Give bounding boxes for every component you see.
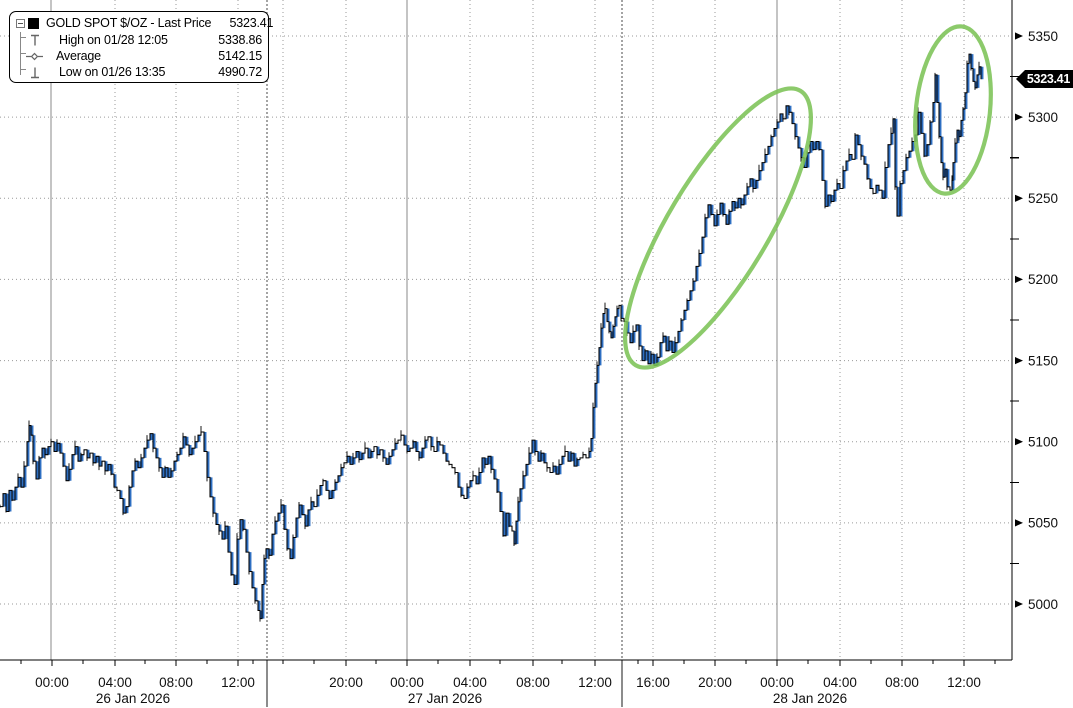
x-axis-label: 16:00 xyxy=(636,675,670,690)
y-tick-arrow-icon xyxy=(1015,438,1023,446)
date-label: 26 Jan 2026 xyxy=(96,691,170,706)
y-tick-arrow-icon xyxy=(1015,275,1023,283)
last-price-badge: 5323.41 xyxy=(1016,70,1073,88)
low-marker-icon xyxy=(31,67,39,78)
x-axis-label: 12:00 xyxy=(221,675,255,690)
x-axis-label: 00:00 xyxy=(760,675,794,690)
legend-average-value: 5142.15 xyxy=(218,49,262,63)
x-axis-label: 00:00 xyxy=(390,675,424,690)
series-swatch-icon xyxy=(28,17,39,29)
x-axis-label: 04:00 xyxy=(823,675,857,690)
legend-high-label: High on 01/28 12:05 xyxy=(59,33,168,47)
gridlines xyxy=(0,0,1012,707)
x-axis-label: 04:00 xyxy=(453,675,487,690)
x-axis-label: 12:00 xyxy=(578,675,612,690)
y-tick-arrow-icon xyxy=(1015,357,1023,365)
x-axis-label: 20:00 xyxy=(698,675,732,690)
legend-low-value: 4990.72 xyxy=(218,65,262,79)
x-axis-label: 08:00 xyxy=(885,675,919,690)
date-label: 27 Jan 2026 xyxy=(408,691,482,706)
legend-box: GOLD SPOT $/OZ - Last Price 5323.41 High… xyxy=(9,11,273,83)
y-axis-label: 5350 xyxy=(1028,29,1058,44)
x-axis-label: 04:00 xyxy=(98,675,132,690)
highlight-ellipse-annotation xyxy=(913,24,993,196)
legend-last-price-value: 5323.41 xyxy=(229,16,274,30)
legend-high-value: 5338.86 xyxy=(218,33,262,47)
price-line xyxy=(0,53,982,620)
y-axis-label: 5250 xyxy=(1028,191,1058,206)
x-axis-label: 08:00 xyxy=(159,675,193,690)
y-tick-arrow-icon xyxy=(1015,32,1023,40)
legend-row-last-price: GOLD SPOT $/OZ - Last Price 5323.41 xyxy=(16,14,273,32)
price-wicks xyxy=(0,60,980,622)
x-axis-label: 12:00 xyxy=(947,675,981,690)
y-tick-arrow-icon xyxy=(1015,113,1023,121)
y-axis-label: 5100 xyxy=(1028,435,1058,450)
x-axis-label: 08:00 xyxy=(516,675,550,690)
legend-row-average: Average 5142.15 xyxy=(16,48,262,64)
date-label: 28 Jan 2026 xyxy=(773,691,847,706)
x-axis-label: 20:00 xyxy=(329,675,363,690)
legend-row-low: Low on 01/26 13:35 4990.72 xyxy=(16,64,262,80)
highlight-ellipse-annotation xyxy=(623,86,813,370)
y-axis-label: 5050 xyxy=(1028,516,1058,531)
legend-series-label: GOLD SPOT $/OZ - Last Price xyxy=(46,16,212,30)
average-marker-icon xyxy=(26,52,43,60)
y-axis-label: 5300 xyxy=(1028,110,1058,125)
y-axis-label: 5150 xyxy=(1028,353,1058,368)
y-axis-label: 5000 xyxy=(1028,597,1058,612)
collapse-toggle-icon[interactable] xyxy=(16,18,25,28)
y-tick-arrow-icon xyxy=(1015,194,1023,202)
legend-low-label: Low on 01/26 13:35 xyxy=(59,65,166,79)
price-line-blue xyxy=(3,54,984,619)
y-axis-label: 5200 xyxy=(1028,272,1058,287)
high-marker-icon xyxy=(31,34,39,45)
y-tick-arrow-icon xyxy=(1015,600,1023,608)
x-axis-label: 00:00 xyxy=(35,675,69,690)
legend-row-high: High on 01/28 12:05 5338.86 xyxy=(16,32,262,48)
y-tick-arrow-icon xyxy=(1015,519,1023,527)
legend-average-label: Average xyxy=(56,49,101,63)
